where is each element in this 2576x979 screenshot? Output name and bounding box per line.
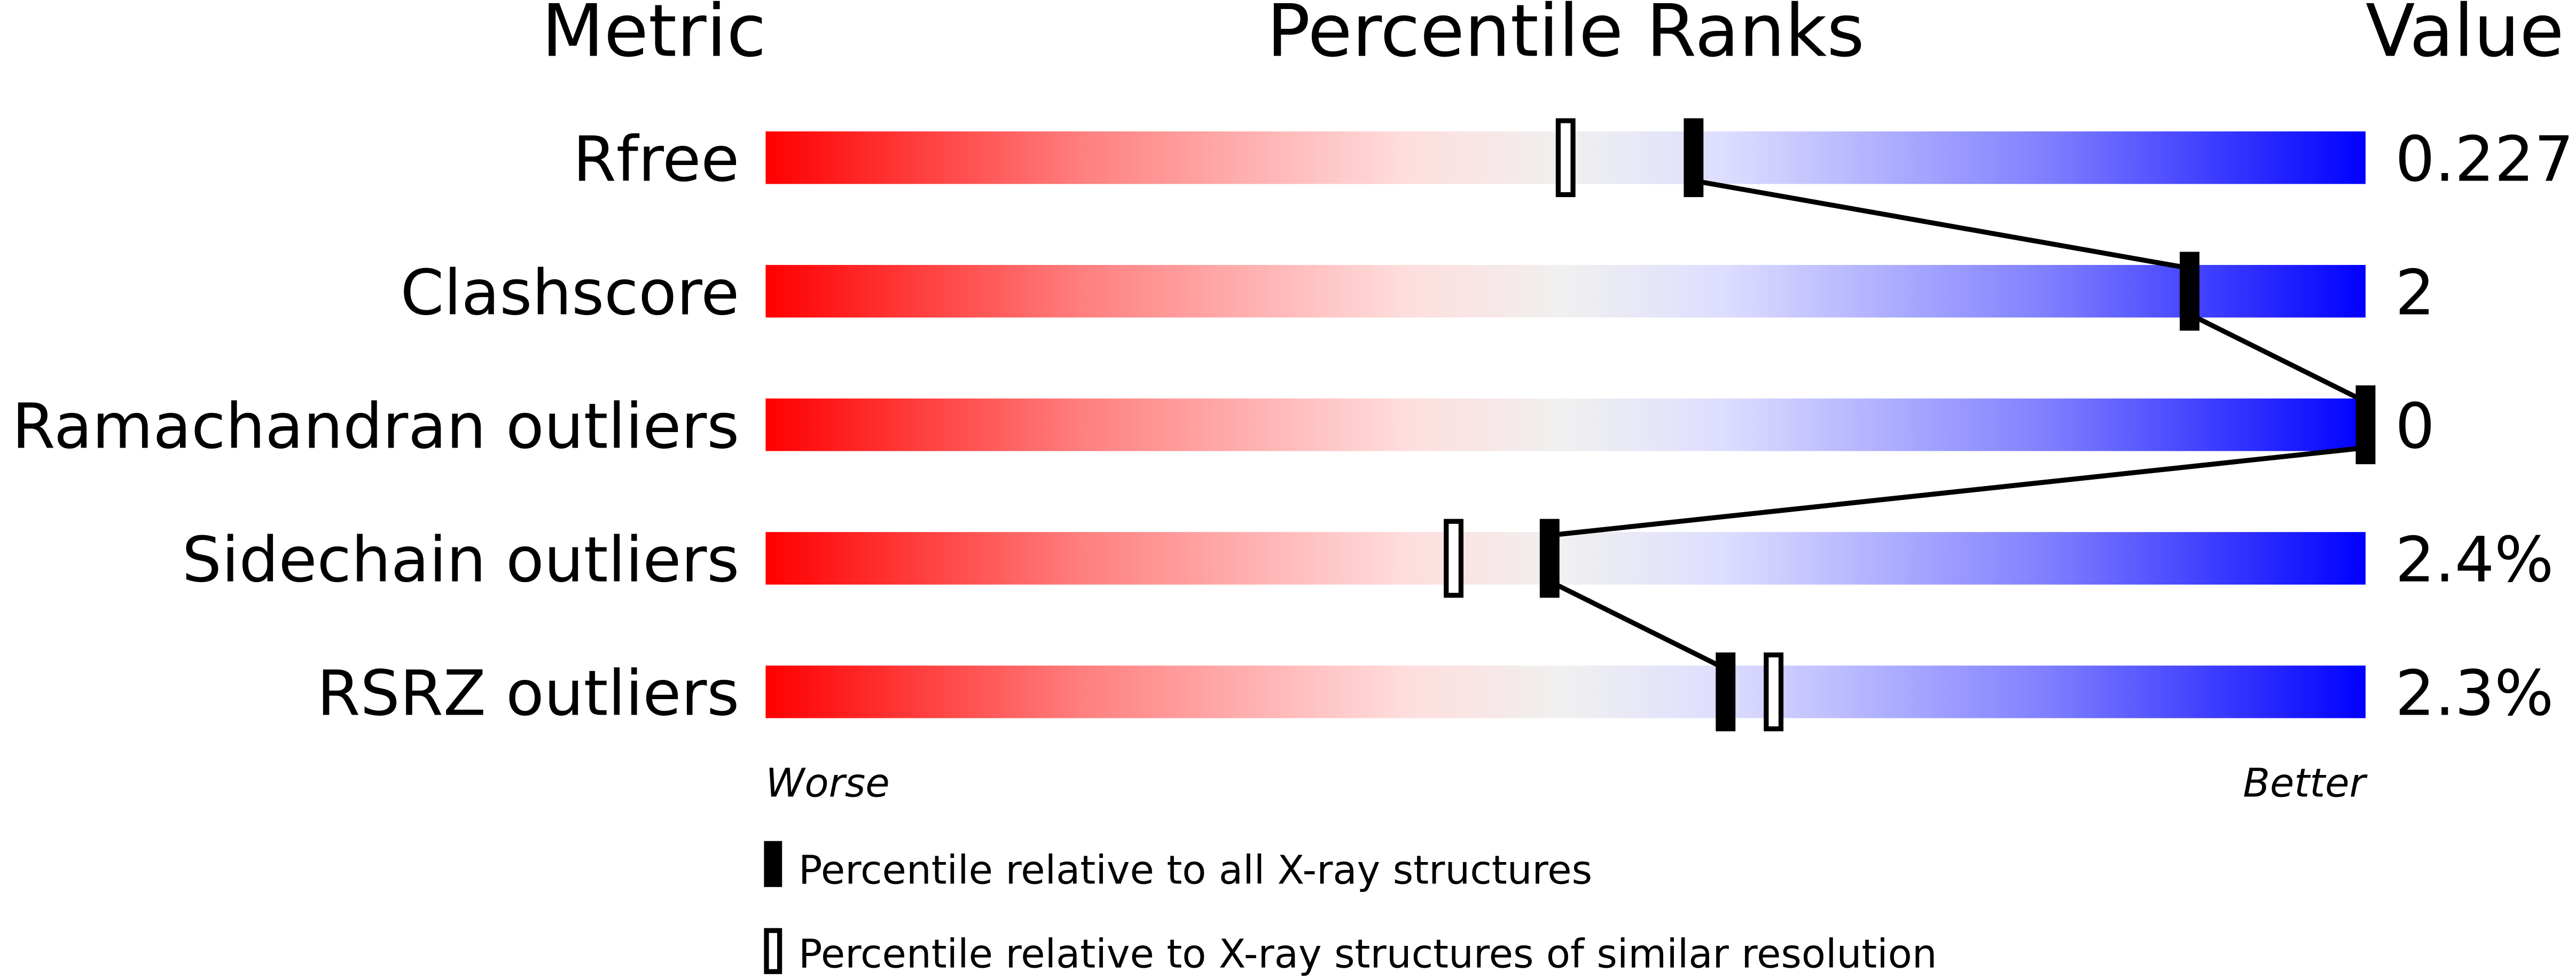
percentile-bar [765, 265, 2366, 318]
percentile-bar [765, 665, 2366, 718]
legend-all-label: Percentile relative to all X-ray structu… [798, 848, 1592, 894]
all-structures-marker [2180, 252, 2199, 331]
ranks-header: Percentile Ranks [1267, 0, 1865, 73]
metric-label: Rfree [573, 123, 740, 195]
similar-resolution-marker [1555, 118, 1576, 198]
all-structures-marker [1684, 118, 1704, 198]
metric-label: Ramachandran outliers [12, 390, 739, 463]
percentile-bar [765, 398, 2366, 451]
metric-value: 2.4% [2395, 523, 2554, 596]
similar-resolution-marker [1764, 652, 1784, 732]
worse-label: Worse [765, 761, 889, 806]
all-structures-marker [1539, 519, 1560, 598]
value-header: Value [2366, 0, 2564, 73]
better-label: Better [2243, 761, 2368, 806]
similar-resolution-marker [1444, 519, 1464, 598]
metric-value: 2 [2395, 256, 2434, 329]
metric-header: Metric [542, 0, 766, 73]
legend-open-marker [764, 928, 782, 974]
metric-value: 2.3% [2395, 657, 2554, 730]
percentile-bar [765, 532, 2366, 585]
metric-label: RSRZ outliers [317, 657, 739, 730]
legend-similar-label: Percentile relative to X-ray structures … [798, 931, 1937, 977]
metric-value: 0.227 [2395, 123, 2574, 195]
metric-value: 0 [2395, 390, 2434, 463]
legend-filled-marker [764, 841, 782, 887]
metric-label: Clashscore [401, 256, 740, 329]
metric-label: Sidechain outliers [182, 523, 739, 596]
all-structures-marker [1716, 652, 1736, 732]
all-structures-marker [2355, 385, 2376, 465]
